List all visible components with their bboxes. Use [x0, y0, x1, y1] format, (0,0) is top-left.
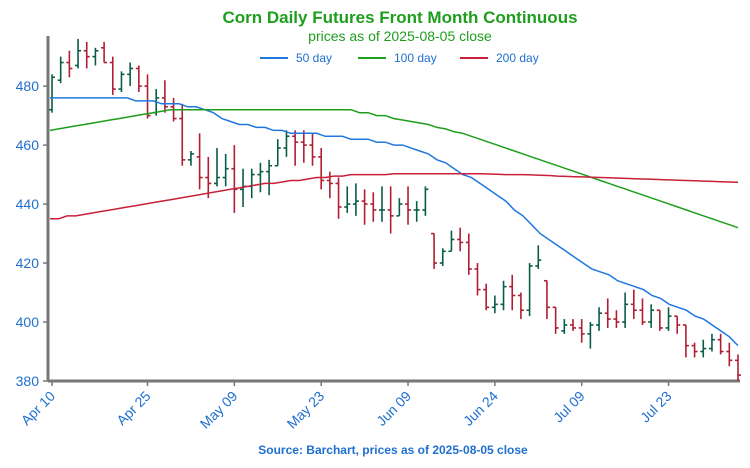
x-tick-label: Apr 10: [18, 388, 59, 429]
x-tick-label: Apr 25: [113, 388, 154, 429]
y-tick-label: 380: [16, 373, 40, 389]
legend-label: 200 day: [496, 51, 539, 65]
x-tick-label: May 23: [284, 388, 328, 432]
x-tick-label: Jul 09: [550, 388, 588, 426]
chart-source: Source: Barchart, prices as of 2025-08-0…: [258, 443, 528, 457]
moving-average-line-ma100: [49, 108, 739, 229]
chart-subtitle: prices as of 2025-08-05 close: [308, 28, 492, 44]
y-tick-label: 460: [16, 137, 40, 153]
legend-label: 100 day: [394, 51, 437, 65]
y-tick-label: 400: [16, 314, 40, 330]
x-tick-label: Jul 23: [637, 388, 675, 426]
moving-average-line-ma50: [50, 97, 739, 347]
chart-title: Corn Daily Futures Front Month Continuou…: [222, 8, 578, 27]
x-tick-label: Jun 24: [460, 388, 501, 429]
moving-average-line-ma200: [50, 172, 739, 220]
legend-label: 50 day: [296, 51, 332, 65]
x-tick-label: Jun 09: [373, 388, 414, 429]
y-tick-label: 440: [16, 196, 40, 212]
y-tick-label: 480: [16, 78, 40, 94]
y-tick-label: 420: [16, 255, 40, 271]
x-tick-label: May 09: [197, 388, 241, 432]
